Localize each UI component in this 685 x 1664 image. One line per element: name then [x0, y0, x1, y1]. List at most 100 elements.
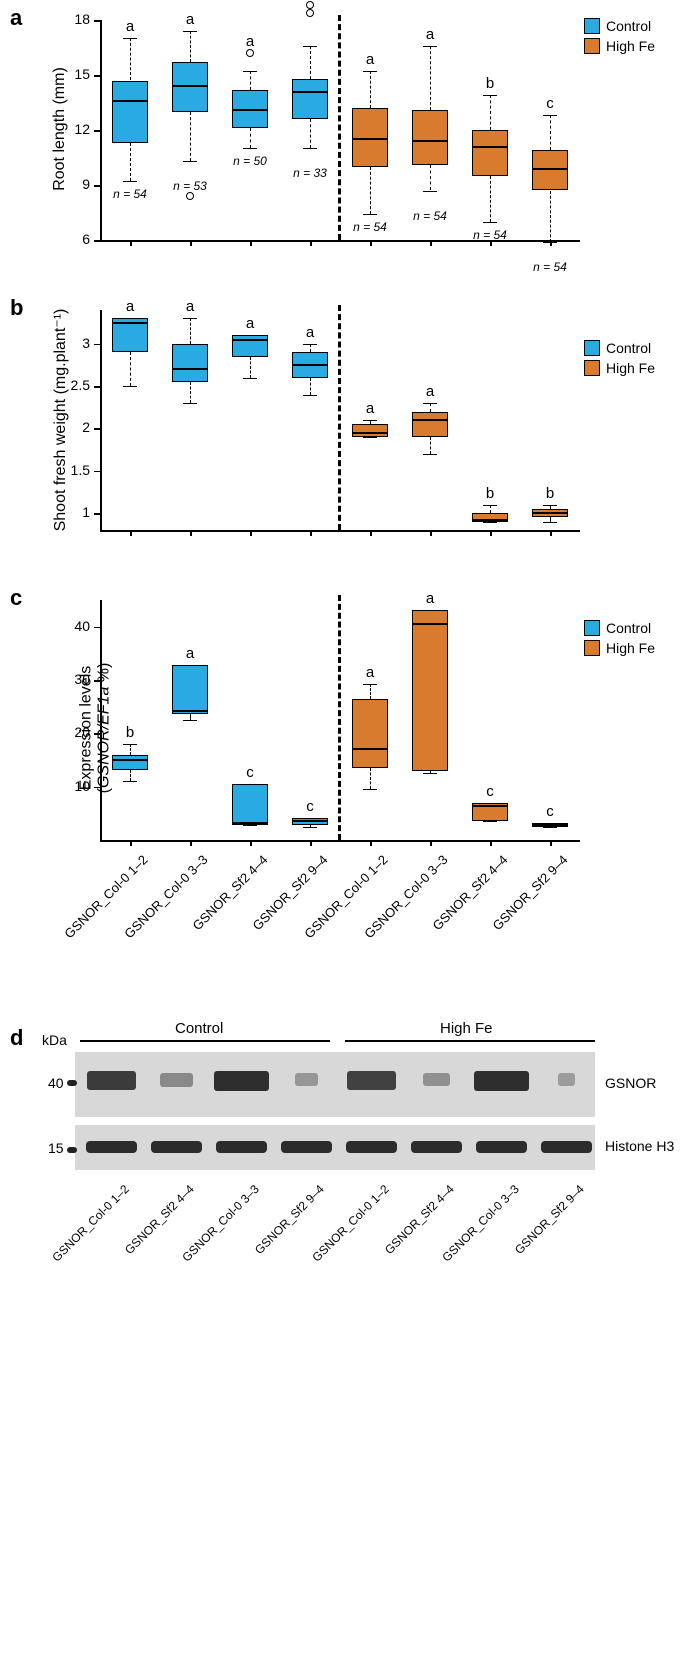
- panel-c: c 10203040baccaacc Expression levels (GS…: [0, 580, 685, 1000]
- panel-c-plot: 10203040baccaacc: [100, 600, 580, 840]
- histone-band: [281, 1141, 332, 1153]
- gsnor-band: [295, 1073, 317, 1086]
- x-tick: [130, 240, 132, 246]
- boxplot-box: [352, 699, 388, 768]
- n-label: n = 54: [413, 209, 447, 223]
- x-tick: [190, 240, 192, 246]
- significance-label: a: [246, 315, 254, 332]
- panel-a-legend: Control High Fe: [584, 18, 655, 58]
- significance-label: b: [126, 724, 134, 741]
- whisker: [370, 768, 371, 789]
- significance-label: c: [486, 783, 494, 800]
- group-divider: [338, 15, 341, 240]
- whisker-cap: [363, 214, 377, 215]
- x-tick: [190, 840, 192, 846]
- legend-highfe-label: High Fe: [606, 640, 655, 656]
- figure: a 69121518an = 54an = 53an = 50an = 33an…: [0, 0, 685, 1410]
- legend-control-box: [584, 340, 600, 356]
- x-tick: [310, 240, 312, 246]
- significance-label: a: [186, 11, 194, 28]
- whisker-cap: [123, 386, 137, 387]
- gsnor-band: [474, 1071, 529, 1091]
- gsnor-band: [214, 1071, 269, 1091]
- median-line: [532, 824, 568, 826]
- legend-control: Control: [584, 620, 655, 636]
- y-tick-label: 6: [55, 231, 90, 247]
- significance-label: a: [426, 26, 434, 43]
- y-tick: [94, 75, 100, 77]
- histone-band: [346, 1141, 397, 1153]
- significance-label: b: [486, 75, 494, 92]
- median-line: [292, 91, 328, 93]
- x-tick: [490, 840, 492, 846]
- significance-label: a: [186, 645, 194, 662]
- gsnor-blot-bg: [75, 1052, 595, 1117]
- kda-40: 40: [48, 1075, 64, 1091]
- median-line: [112, 322, 148, 324]
- legend-control: Control: [584, 18, 655, 34]
- whisker-cap: [183, 318, 197, 319]
- whisker: [430, 46, 431, 110]
- whisker-cap: [543, 505, 557, 506]
- x-tick: [310, 530, 312, 536]
- group-divider: [338, 595, 341, 840]
- highfe-bar: [345, 1040, 595, 1042]
- whisker: [190, 382, 191, 403]
- histone-band: [86, 1141, 137, 1153]
- histone-band: [216, 1141, 267, 1153]
- y-tick: [94, 386, 100, 388]
- whisker-cap: [483, 821, 497, 822]
- whisker: [310, 344, 311, 352]
- n-label: n = 54: [473, 228, 507, 242]
- whisker: [310, 378, 311, 395]
- histone-band: [411, 1141, 462, 1153]
- gsnor-band: [423, 1073, 451, 1087]
- gsnor-band: [347, 1071, 397, 1089]
- panel-a-ylabel: Root length (mm): [51, 54, 69, 204]
- median-line: [472, 805, 508, 807]
- panel-a-label: a: [10, 5, 22, 31]
- boxplot-box: [292, 79, 328, 119]
- histone-band: [151, 1141, 202, 1153]
- whisker-cap: [363, 789, 377, 790]
- whisker: [430, 165, 431, 191]
- panel-c-ylabel-line1: Expression levels: [77, 663, 95, 794]
- x-tick: [430, 840, 432, 846]
- boxplot-box: [472, 130, 508, 176]
- gsnor-band: [87, 1071, 137, 1090]
- median-line: [472, 519, 508, 521]
- gsnor-label: GSNOR: [605, 1075, 656, 1091]
- whisker: [250, 128, 251, 148]
- median-line: [292, 364, 328, 366]
- histone-band: [476, 1141, 527, 1153]
- whisker: [550, 115, 551, 150]
- whisker: [130, 744, 131, 755]
- y-tick-label: 18: [55, 11, 90, 27]
- whisker: [130, 770, 131, 781]
- whisker-cap: [243, 148, 257, 149]
- whisker-cap: [123, 744, 137, 745]
- median-line: [172, 710, 208, 712]
- whisker: [190, 318, 191, 343]
- whisker-cap: [363, 437, 377, 438]
- median-line: [472, 146, 508, 148]
- legend-highfe: High Fe: [584, 640, 655, 656]
- legend-highfe: High Fe: [584, 38, 655, 54]
- whisker-cap: [183, 403, 197, 404]
- n-label: n = 54: [353, 220, 387, 234]
- significance-label: a: [426, 383, 434, 400]
- whisker-cap: [243, 71, 257, 72]
- y-axis: [100, 20, 102, 240]
- y-tick: [94, 627, 100, 629]
- x-tick: [250, 530, 252, 536]
- boxplot-box: [352, 424, 388, 437]
- x-tick: [370, 530, 372, 536]
- whisker-cap: [303, 148, 317, 149]
- n-label: n = 33: [293, 166, 327, 180]
- panel-b-ylabel: Shoot fresh weight (mg.plant⁻¹): [50, 300, 70, 540]
- median-line: [532, 168, 568, 170]
- whisker-cap: [483, 95, 497, 96]
- y-tick-label: 40: [55, 618, 90, 634]
- legend-control-box: [584, 18, 600, 34]
- panel-c-label: c: [10, 585, 22, 611]
